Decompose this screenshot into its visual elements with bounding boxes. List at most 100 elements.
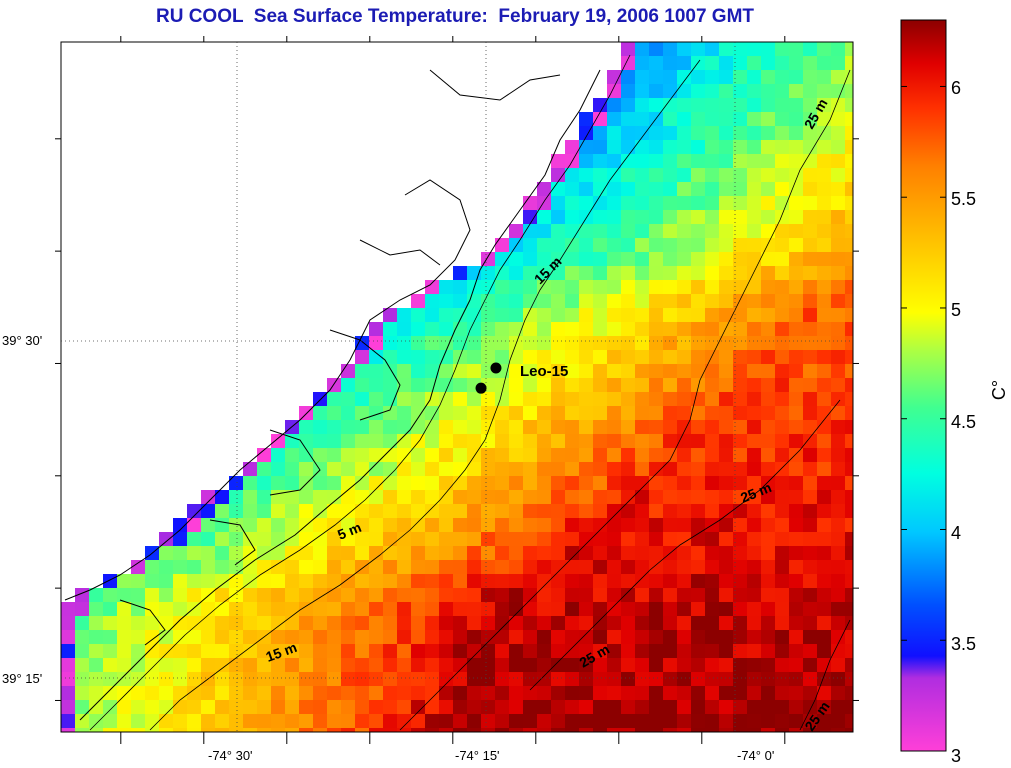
sst-cell (383, 308, 397, 322)
sst-cell (229, 714, 243, 728)
sst-cell (523, 546, 537, 560)
sst-cell (705, 728, 719, 732)
sst-cell (579, 322, 593, 336)
sst-cell (411, 322, 425, 336)
map-plot-area[interactable] (61, 42, 859, 742)
sst-cell (593, 476, 607, 490)
sst-cell (397, 406, 411, 420)
sst-cell (761, 42, 775, 56)
sst-cell (537, 462, 551, 476)
sst-cell (845, 238, 853, 252)
sst-cell (565, 714, 579, 728)
sst-cell (523, 462, 537, 476)
sst-cell (565, 658, 579, 672)
sst-cell (803, 168, 817, 182)
sst-cell (285, 560, 299, 574)
sst-cell (173, 714, 187, 728)
sst-cell (705, 630, 719, 644)
sst-cell (803, 448, 817, 462)
sst-cell (789, 294, 803, 308)
sst-cell (509, 434, 523, 448)
sst-cell (313, 658, 327, 672)
sst-cell (719, 434, 733, 448)
sst-cell (257, 490, 271, 504)
sst-cell (719, 462, 733, 476)
sst-cell (677, 392, 691, 406)
sst-cell (453, 364, 467, 378)
sst-cell (327, 420, 341, 434)
sst-cell (467, 448, 481, 462)
sst-cell (201, 518, 215, 532)
sst-cell (565, 672, 579, 686)
sst-cell (173, 518, 187, 532)
sst-cell (243, 700, 257, 714)
sst-cell (229, 616, 243, 630)
sst-cell (677, 560, 691, 574)
sst-cell (523, 392, 537, 406)
sst-cell (495, 392, 509, 406)
sst-cell (551, 616, 565, 630)
sst-cell (831, 168, 845, 182)
sst-cell (607, 294, 621, 308)
sst-cell (523, 364, 537, 378)
colorbar-tick-label: 5.5 (951, 189, 976, 209)
sst-cell (439, 322, 453, 336)
sst-cell (789, 546, 803, 560)
sst-cell (775, 476, 789, 490)
sst-cell (761, 532, 775, 546)
sst-cell (313, 448, 327, 462)
sst-cell (789, 490, 803, 504)
sst-cell (607, 448, 621, 462)
sst-cell (649, 308, 663, 322)
sst-cell (747, 84, 761, 98)
sst-cell (495, 252, 509, 266)
sst-cell (649, 280, 663, 294)
sst-cell (425, 630, 439, 644)
sst-cell (733, 224, 747, 238)
sst-cell (285, 616, 299, 630)
sst-cell (467, 700, 481, 714)
sst-cell (299, 490, 313, 504)
sst-cell (621, 476, 635, 490)
sst-cell (649, 616, 663, 630)
sst-cell (845, 56, 853, 70)
sst-cell (411, 560, 425, 574)
sst-cell (621, 700, 635, 714)
colorbar-tick-label: 4.5 (951, 412, 976, 432)
sst-cell (271, 462, 285, 476)
sst-cell (663, 154, 677, 168)
sst-cell (397, 308, 411, 322)
sst-cell (495, 588, 509, 602)
sst-cell (677, 154, 691, 168)
sst-cell (159, 560, 173, 574)
sst-cell (803, 266, 817, 280)
sst-cell (89, 616, 103, 630)
sst-cell (747, 658, 761, 672)
sst-cell (831, 336, 845, 350)
sst-cell (383, 560, 397, 574)
sst-cell (593, 504, 607, 518)
sst-cell (313, 616, 327, 630)
station-marker (475, 382, 487, 394)
sst-cell (831, 42, 845, 56)
sst-cell (621, 364, 635, 378)
sst-cell (747, 644, 761, 658)
sst-cell (845, 308, 853, 322)
sst-cell (551, 546, 565, 560)
sst-cell (845, 644, 853, 658)
sst-cell (215, 700, 229, 714)
sst-cell (677, 672, 691, 686)
sst-cell (509, 252, 523, 266)
sst-cell (621, 420, 635, 434)
sst-cell (733, 364, 747, 378)
sst-cell (537, 728, 551, 732)
sst-cell (845, 560, 853, 574)
sst-cell (355, 616, 369, 630)
sst-cell (201, 658, 215, 672)
sst-cell (593, 490, 607, 504)
sst-cell (719, 280, 733, 294)
sst-cell (649, 154, 663, 168)
sst-cell (663, 490, 677, 504)
sst-cell (453, 434, 467, 448)
